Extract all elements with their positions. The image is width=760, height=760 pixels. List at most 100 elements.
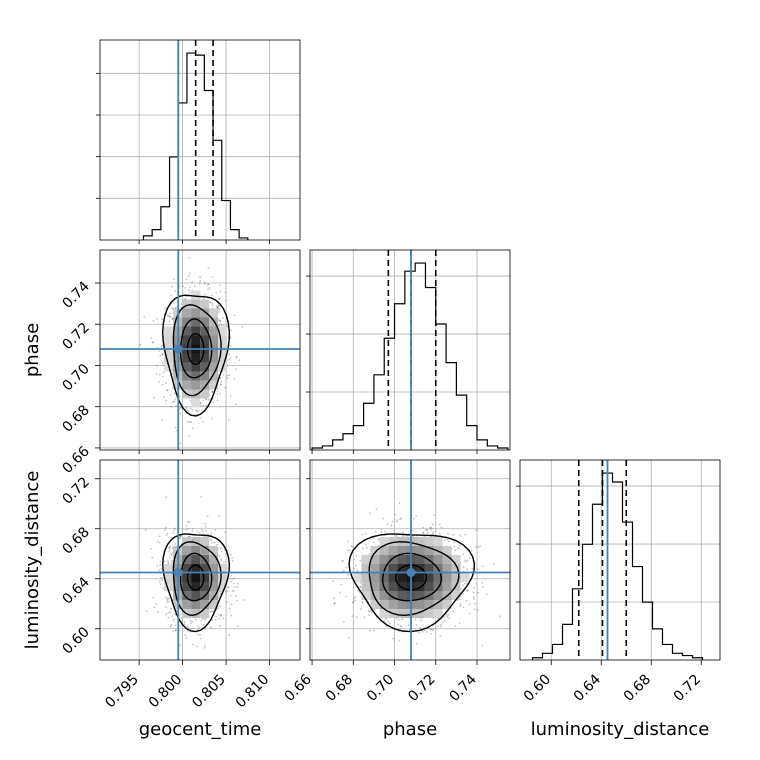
sample-point: [200, 619, 203, 622]
sample-point: [172, 620, 175, 623]
sample-point: [191, 620, 194, 623]
sample-point: [224, 291, 227, 294]
sample-point: [159, 580, 161, 583]
density-cell: [164, 353, 174, 363]
sample-point: [217, 306, 219, 309]
sample-point: [158, 541, 161, 544]
sample-point: [218, 284, 221, 286]
density-cell: [379, 600, 389, 609]
sample-point: [169, 545, 172, 548]
sample-point: [368, 552, 371, 555]
density-cell: [370, 591, 380, 600]
sample-point: [187, 630, 189, 632]
sample-point: [482, 586, 485, 588]
density-cell: [397, 582, 407, 591]
density-cell: [442, 555, 452, 564]
density-cell: [182, 299, 192, 309]
sample-point: [173, 392, 176, 395]
y-tick-label: 0.70: [59, 361, 92, 394]
sample-point: [238, 359, 241, 362]
sample-point: [173, 529, 175, 532]
sample-point: [368, 610, 371, 613]
density-cell: [442, 564, 452, 573]
sample-point: [470, 549, 473, 552]
density-cell: [182, 362, 192, 372]
sample-point: [243, 599, 246, 601]
sample-point: [167, 561, 170, 564]
density-cell: [397, 591, 407, 600]
sample-point: [390, 524, 393, 527]
sample-point: [179, 613, 182, 616]
sample-point: [473, 608, 476, 611]
density-cell: [433, 573, 443, 582]
x-tick-label: 0.805: [189, 672, 229, 712]
density-cell: [415, 573, 425, 582]
sample-point: [199, 402, 202, 405]
sample-point: [372, 537, 374, 539]
sample-point: [181, 528, 184, 531]
sample-point: [382, 517, 385, 520]
sample-point: [440, 526, 443, 529]
sample-point: [209, 301, 212, 304]
sample-point: [188, 289, 191, 291]
sample-point: [217, 595, 220, 597]
sample-point: [186, 420, 189, 423]
sample-point: [211, 619, 214, 621]
panel-frame: [99, 249, 301, 451]
density-cell: [424, 564, 434, 573]
density-cell: [182, 335, 192, 345]
sample-point: [383, 620, 386, 622]
sample-point: [333, 597, 336, 600]
panel-0-0: [96, 40, 300, 240]
sample-point: [171, 547, 174, 549]
density-cell: [370, 564, 380, 573]
sample-point: [152, 596, 155, 599]
density-cell: [209, 308, 219, 318]
sample-point: [231, 560, 234, 562]
sample-point: [171, 285, 173, 288]
sample-point: [354, 599, 356, 602]
sample-point: [202, 623, 205, 626]
sample-point: [155, 603, 158, 605]
x-tick-label: 0.68: [323, 672, 356, 705]
sample-point: [189, 622, 192, 625]
contour-line: [179, 552, 213, 602]
sample-point: [194, 618, 197, 621]
density-cell: [415, 537, 425, 546]
sample-point: [471, 568, 474, 570]
density-cell: [164, 582, 174, 591]
y-tick-label: 0.68: [59, 524, 92, 557]
sample-point: [481, 644, 484, 647]
density-cell: [182, 317, 192, 327]
sample-point: [350, 545, 353, 547]
density-cell: [379, 555, 389, 564]
sample-point: [402, 535, 405, 537]
sample-point: [173, 618, 175, 621]
density-cell: [191, 380, 201, 390]
sample-point: [373, 608, 375, 611]
sample-point: [168, 315, 170, 318]
sample-point: [462, 584, 464, 587]
x-tick-label: 0.60: [521, 672, 554, 705]
density-cell: [191, 555, 201, 564]
sample-point: [219, 383, 222, 386]
density-cell: [182, 600, 192, 609]
sample-point: [159, 354, 162, 357]
y-tick-label: 0.72: [59, 474, 92, 507]
sample-point: [216, 543, 218, 546]
density-cell: [209, 335, 219, 345]
sample-point: [386, 523, 389, 526]
density-cell: [191, 609, 201, 618]
sample-point: [225, 591, 228, 593]
density-cell: [424, 582, 434, 591]
x-tick-label: 0.64: [571, 671, 604, 704]
sample-point: [219, 377, 222, 380]
sample-point: [468, 557, 471, 560]
y-tick-label: 0.60: [59, 624, 92, 657]
sample-point: [333, 603, 336, 605]
sample-point: [372, 629, 375, 632]
sample-point: [446, 538, 449, 541]
sample-point: [426, 531, 429, 534]
sample-point: [198, 531, 201, 534]
sample-point: [391, 520, 394, 523]
